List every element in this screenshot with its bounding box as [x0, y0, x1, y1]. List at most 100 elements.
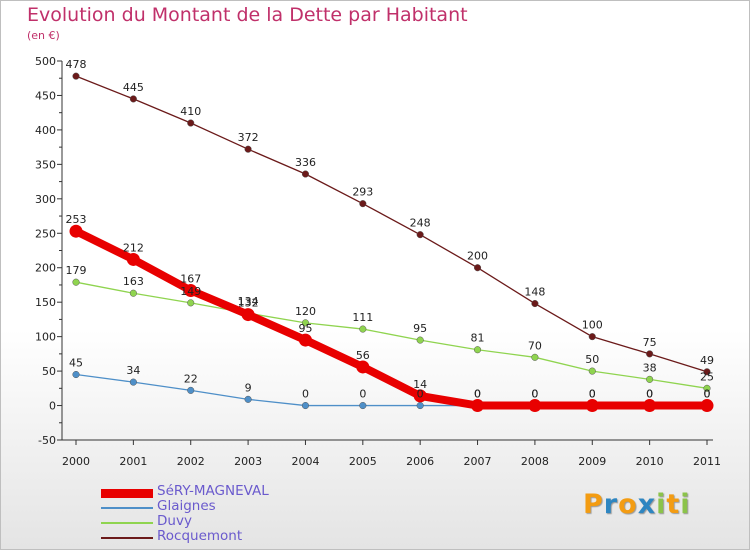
data-label: 111	[352, 311, 373, 324]
y-tick-label: 200	[35, 262, 56, 275]
legend-swatch	[101, 537, 153, 539]
legend-item: Glaignes	[101, 498, 421, 515]
data-point	[301, 401, 310, 410]
data-point	[241, 308, 255, 322]
data-label: 14	[413, 378, 427, 391]
data-point	[646, 350, 654, 358]
data-point	[72, 72, 80, 80]
data-label: 0	[531, 388, 538, 401]
data-point	[528, 399, 542, 413]
y-tick-label: 100	[35, 331, 56, 344]
legend: SéRY-MAGNEVAL Glaignes Duvy Rocquemont	[101, 483, 421, 545]
logo-letter: o	[618, 489, 638, 520]
data-point	[585, 399, 599, 413]
x-tick-label: 2000	[62, 455, 90, 468]
data-point	[359, 200, 367, 208]
data-label: 34	[126, 364, 140, 377]
data-point	[473, 264, 482, 272]
legend-item: Duvy	[101, 513, 421, 530]
y-tick-label: 50	[42, 365, 56, 378]
data-label: 445	[123, 81, 144, 94]
y-tick-label: 0	[49, 400, 56, 413]
data-point	[359, 325, 367, 333]
y-tick-label: -50	[38, 434, 56, 447]
data-point	[700, 399, 714, 413]
y-tick-label: 400	[35, 124, 56, 137]
data-point	[187, 299, 195, 307]
logo-letter: r	[603, 489, 619, 520]
series-0	[72, 72, 711, 376]
data-label: 56	[356, 349, 370, 362]
data-label: 49	[700, 354, 714, 367]
data-label: 248	[410, 217, 431, 230]
data-point	[187, 119, 195, 127]
data-point	[416, 401, 424, 410]
x-tick-label: 2006	[406, 455, 434, 468]
x-tick-label: 2004	[291, 455, 319, 468]
x-tick-label: 2010	[636, 455, 664, 468]
data-point	[356, 360, 370, 374]
data-point	[129, 289, 137, 297]
data-label: 0	[359, 388, 366, 401]
data-label: 212	[123, 241, 144, 254]
data-label: 0	[474, 388, 481, 401]
data-label: 95	[298, 322, 312, 335]
data-label: 179	[66, 264, 87, 277]
data-point	[298, 333, 312, 347]
data-point	[643, 399, 657, 413]
data-labels-layer: 4784454103723362932482001481007549179163…	[66, 58, 715, 400]
legend-swatch	[101, 489, 153, 498]
y-tick-label: 450	[35, 89, 56, 102]
x-tick-label: 2001	[119, 455, 147, 468]
data-point	[126, 252, 140, 266]
proxiti-logo: Proxiti	[583, 489, 691, 520]
legend-label: SéRY-MAGNEVAL	[157, 483, 269, 499]
data-label: 410	[180, 105, 201, 118]
data-point	[588, 367, 596, 375]
data-label: 132	[238, 297, 259, 310]
data-label: 0	[646, 388, 653, 401]
series-3	[69, 224, 714, 413]
data-point	[301, 170, 310, 178]
data-point	[703, 384, 711, 392]
y-tick-label: 250	[35, 227, 56, 240]
data-label: 167	[180, 272, 201, 285]
data-label: 0	[302, 388, 309, 401]
data-label: 148	[524, 286, 545, 299]
x-tick-label: 2011	[693, 455, 721, 468]
data-point	[531, 300, 539, 308]
data-label: 0	[704, 388, 711, 401]
data-label: 38	[643, 361, 657, 374]
logo-letter: i	[680, 489, 691, 520]
data-label: 0	[531, 388, 538, 401]
legend-swatch	[101, 522, 153, 524]
y-tick-label: 500	[35, 55, 56, 68]
data-point	[359, 401, 367, 410]
series-line	[75, 75, 708, 373]
data-label: 9	[245, 381, 252, 394]
data-label: 200	[467, 250, 488, 263]
x-tick-label: 2009	[578, 455, 606, 468]
data-label: 336	[295, 156, 316, 169]
data-label: 120	[295, 305, 316, 318]
data-point	[184, 283, 198, 297]
logo-letter: i	[656, 489, 667, 520]
data-label: 95	[413, 322, 427, 335]
legend-label: Rocquemont	[157, 528, 243, 544]
legend-item: SéRY-MAGNEVAL	[101, 483, 421, 500]
data-label: 70	[528, 339, 542, 352]
data-label: 253	[66, 213, 87, 226]
legend-label: Duvy	[157, 513, 192, 529]
data-point	[471, 399, 485, 413]
x-tick-label: 2008	[521, 455, 549, 468]
data-point	[129, 378, 137, 386]
x-tick-label: 2002	[177, 455, 205, 468]
data-label: 45	[69, 357, 83, 370]
data-label: 134	[238, 295, 259, 308]
data-point	[588, 333, 596, 341]
y-tick-label: 350	[35, 158, 56, 171]
data-point	[703, 368, 711, 376]
data-point	[531, 353, 539, 361]
chart-title: Evolution du Montant de la Dette par Hab…	[27, 4, 468, 26]
